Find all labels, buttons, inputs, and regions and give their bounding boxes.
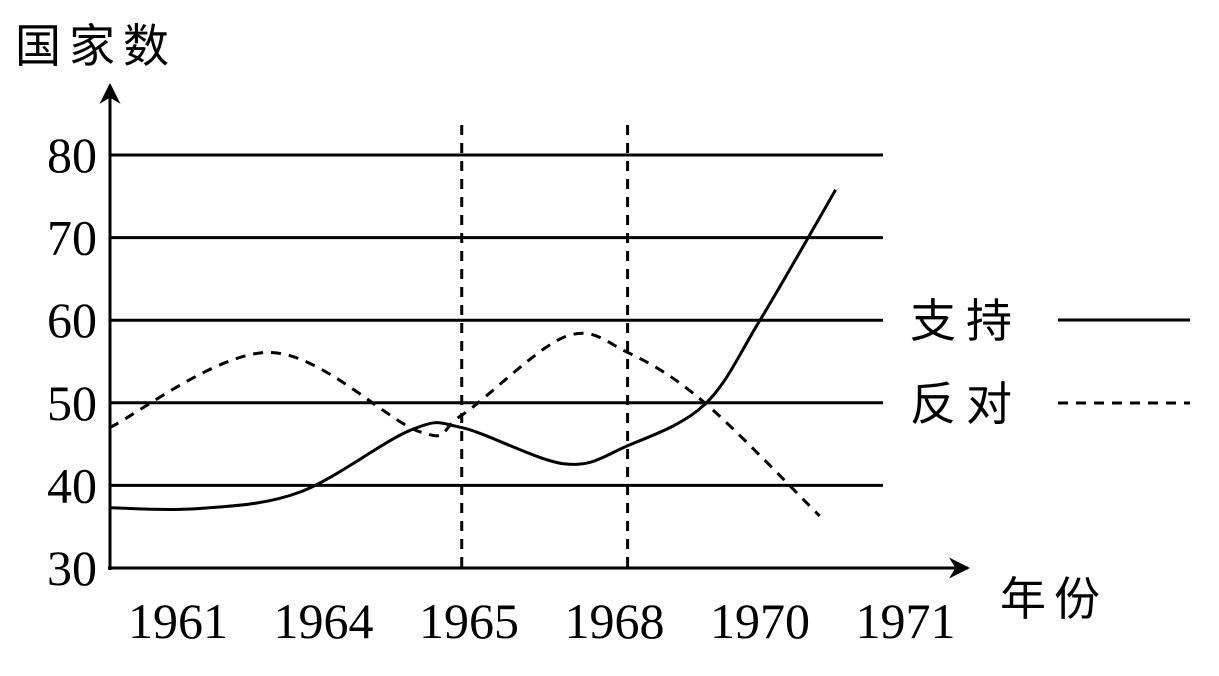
y-axis-label: 国家数 xyxy=(15,21,177,72)
x-tick-label: 1970 xyxy=(710,593,810,649)
x-tick-label: 1965 xyxy=(419,593,519,649)
y-tick-label: 40 xyxy=(47,457,97,513)
y-tick-label: 50 xyxy=(47,375,97,431)
x-tick-label: 1971 xyxy=(856,593,956,649)
series-line-solid xyxy=(109,188,837,512)
series-line-dashed xyxy=(108,331,821,518)
legend-label: 支持 xyxy=(910,296,1022,347)
y-tick-label: 70 xyxy=(47,210,97,266)
y-tick-label: 80 xyxy=(47,127,97,183)
x-tick-label: 1968 xyxy=(565,593,665,649)
x-tick-label: 1964 xyxy=(274,593,374,649)
x-axis-label: 年份 xyxy=(1000,574,1108,625)
vertical-markers xyxy=(460,125,630,568)
y-tick-label: 30 xyxy=(47,540,97,596)
y-tick-label: 60 xyxy=(47,292,97,348)
gridlines xyxy=(110,153,883,487)
legend-label: 反对 xyxy=(910,379,1022,430)
x-tick-label: 1961 xyxy=(128,593,228,649)
